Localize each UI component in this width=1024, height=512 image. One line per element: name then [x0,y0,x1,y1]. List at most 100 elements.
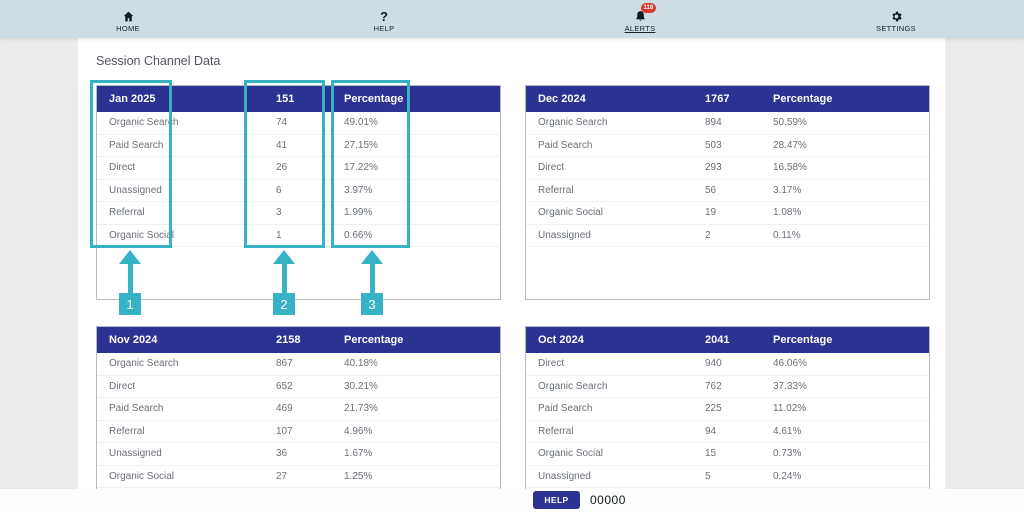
session-percentage: 4.61% [773,425,802,437]
table-row: Direct 940 46.06% [526,353,929,376]
session-count: 6 [276,184,282,196]
session-percentage: 16.58% [773,162,807,174]
table-row: Organic Search 867 40.18% [97,353,500,376]
session-count: 293 [705,162,722,174]
session-percentage: 3.17% [773,184,802,196]
session-percentage: 27.15% [344,139,378,151]
channel-name: Paid Search [538,403,593,415]
page-title: Session Channel Data [96,54,221,68]
bell-icon: 118 [634,2,657,23]
session-percentage: 21.73% [344,403,378,415]
nav-alerts-label: ALERTS [624,23,656,33]
table-body: Organic Search 74 49.01% Paid Search 41 27.15… [97,112,500,247]
channel-name: Organic Social [538,448,604,460]
table-month: Dec 2024 [538,93,586,105]
session-count: 107 [276,425,293,437]
channel-name: Paid Search [109,403,164,415]
session-count: 652 [276,380,293,392]
channel-name: Unassigned [109,448,162,460]
table-month: Nov 2024 [109,334,158,346]
session-percentage: 0.66% [344,229,373,241]
question-icon: ? [380,8,388,24]
footer-bar: HELP 00000 [0,489,1024,512]
session-count: 74 [276,117,288,129]
help-button[interactable]: HELP [533,491,580,509]
nav-help-label: HELP [373,23,395,33]
session-count: 19 [705,207,717,219]
table-percentage-header: Percentage [773,93,833,105]
table-row: Direct 293 16.58% [526,157,929,180]
table-dec-2024: Dec 2024 1767 Percentage Organic Search 8… [525,85,930,300]
table-row: Paid Search 41 27.15% [97,134,500,157]
nav-home[interactable]: HOME [0,0,256,38]
table-percentage-header: Percentage [344,93,404,105]
table-row: Direct 26 17.22% [97,157,500,180]
table-row: Unassigned 5 0.24% [526,465,929,488]
nav-settings[interactable]: SETTINGS [768,0,1024,38]
table-row: Organic Social 27 1.25% [97,465,500,488]
nav-alerts[interactable]: 118 ALERTS [512,0,768,38]
session-count: 5 [705,470,711,482]
table-total: 1767 [705,93,730,105]
session-count: 225 [705,403,722,415]
session-percentage: 1.99% [344,207,373,219]
nav-help[interactable]: ? HELP [256,0,512,38]
session-percentage: 1.25% [344,470,373,482]
table-row: Paid Search 225 11.02% [526,398,929,421]
channel-name: Organic Social [109,229,175,241]
session-count: 15 [705,448,717,460]
table-row: Unassigned 2 0.11% [526,224,929,247]
table-row: Referral 94 4.61% [526,420,929,443]
channel-name: Organic Search [538,117,608,129]
table-nov-2024: Nov 2024 2158 Percentage Organic Search 8… [96,326,501,512]
nav-home-label: HOME [116,23,140,33]
table-row: Unassigned 6 3.97% [97,179,500,202]
table-total: 151 [276,93,295,105]
session-count: 94 [705,425,717,437]
table-row: Organic Social 1 0.66% [97,224,500,247]
session-percentage: 11.02% [773,403,807,415]
table-row: Direct 652 30.21% [97,375,500,398]
table-jan-2025: Jan 2025 151 Percentage Organic Search 74… [96,85,501,300]
channel-name: Direct [538,358,565,370]
channel-name: Referral [109,207,145,219]
session-count: 1 [276,229,282,241]
session-percentage: 49.01% [344,117,378,129]
channel-name: Unassigned [538,470,591,482]
session-percentage: 0.24% [773,470,802,482]
table-month: Oct 2024 [538,334,584,346]
channel-name: Organic Search [109,117,179,129]
session-count: 27 [276,470,288,482]
channel-name: Direct [538,162,565,174]
session-count: 56 [705,184,717,196]
table-row: Unassigned 36 1.67% [97,443,500,466]
footer-counter: 00000 [590,493,626,507]
session-count: 36 [276,448,288,460]
session-count: 503 [705,139,722,151]
table-row: Paid Search 503 28.47% [526,134,929,157]
session-percentage: 50.59% [773,117,807,129]
channel-name: Unassigned [538,229,591,241]
session-count: 469 [276,403,293,415]
table-row: Paid Search 469 21.73% [97,398,500,421]
session-percentage: 28.47% [773,139,807,151]
table-row: Organic Social 15 0.73% [526,443,929,466]
session-count: 940 [705,358,722,370]
table-header: Jan 2025 151 Percentage [97,86,500,112]
session-count: 41 [276,139,288,151]
table-body: Organic Search 894 50.59% Paid Search 503 28.… [526,112,929,247]
table-percentage-header: Percentage [344,334,404,346]
session-percentage: 40.18% [344,358,378,370]
channel-name: Organic Social [538,207,604,219]
session-count: 3 [276,207,282,219]
table-body: Direct 940 46.06% Organic Search 762 37.33% Pa… [526,353,929,488]
session-count: 762 [705,380,722,392]
session-count: 26 [276,162,288,174]
table-body: Organic Search 867 40.18% Direct 652 30.21% Pa… [97,353,500,488]
session-percentage: 37.33% [773,380,807,392]
channel-name: Organic Search [109,358,179,370]
gear-icon [890,8,903,23]
table-row: Organic Search 894 50.59% [526,112,929,135]
table-total: 2041 [705,334,730,346]
channel-name: Direct [109,380,136,392]
